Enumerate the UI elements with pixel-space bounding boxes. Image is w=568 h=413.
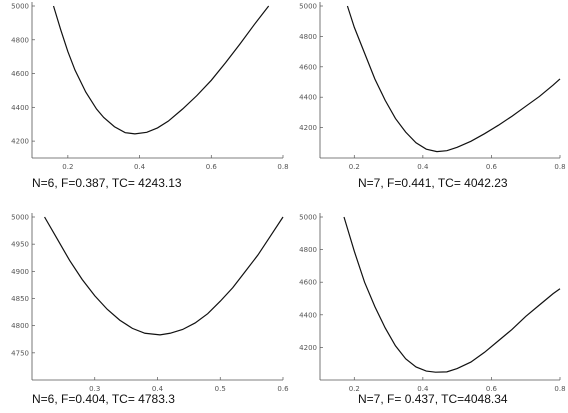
x-tick-label: 0.2 [62, 163, 73, 171]
y-tick-label: 5000 [11, 3, 29, 11]
y-tick-label: 4850 [11, 295, 29, 303]
x-tick-label: 0.4 [134, 163, 146, 171]
y-tick-label: 4800 [299, 246, 317, 254]
chart-panel-2: 0.2 0.4 0.6 0.8 4200 4400 4600 4800 5000 N=7, F=0… [299, 2, 566, 190]
x-tick-label: 0.6 [486, 385, 498, 393]
y-tick-label: 4200 [11, 138, 29, 146]
chart-panel-4: 0.2 0.4 0.6 0.8 4200 4400 4600 4800 5000 N=7, F= … [299, 213, 566, 406]
y-tick-label: 4800 [299, 33, 317, 41]
x-tick-label: 0.2 [349, 385, 360, 393]
y-tick-label: 4750 [11, 349, 29, 357]
y-tick-label: 4600 [11, 70, 29, 78]
series-line-1 [346, 5, 561, 153]
x-tick-label: 0.4 [417, 163, 429, 171]
chart-caption: N=7, F= 0.437, TC=4048.34 [358, 392, 508, 406]
y-tick-label: 4400 [299, 311, 317, 319]
x-tick-label: 0.8 [554, 385, 565, 393]
y-tick-label: 4600 [299, 279, 317, 287]
x-tick-label: 0.6 [277, 385, 289, 393]
y-tick-label: 4200 [299, 344, 317, 352]
y-tick-label: 4950 [11, 241, 29, 249]
y-tick-label: 5000 [299, 214, 317, 222]
y-tick-label: 4400 [11, 104, 29, 112]
x-tick-label: 0.4 [152, 385, 164, 393]
chart-caption: N=6, F=0.387, TC= 4243.13 [32, 176, 182, 190]
chart-panel-3: 0.3 0.4 0.5 0.6 4750 4800 4850 4900 4950 5000 N=6,… [11, 213, 289, 406]
y-tick-label: 4800 [11, 322, 29, 330]
chart-caption: N=7, F=0.441, TC= 4042.23 [358, 176, 508, 190]
y-tick-label: 5000 [11, 214, 29, 222]
x-tick-label: 0.2 [349, 163, 360, 171]
y-tick-label: 5000 [299, 3, 317, 11]
x-tick-label: 0.8 [277, 163, 288, 171]
chart-caption: N=6, F=0.404, TC= 4783.3 [32, 392, 175, 406]
series-line-1 [52, 5, 270, 135]
x-tick-label: 0.6 [206, 163, 218, 171]
y-tick-label: 4400 [299, 94, 317, 102]
y-tick-label: 4600 [299, 63, 317, 71]
series-line-1 [343, 216, 561, 373]
chart-panel-1: 0.2 0.4 0.6 0.8 4200 4400 4600 4800 5000 N=6, F=0… [11, 2, 289, 190]
x-tick-label: 0.5 [215, 385, 226, 393]
y-tick-label: 4200 [299, 124, 317, 132]
x-tick-label: 0.4 [417, 385, 429, 393]
x-tick-label: 0.3 [89, 385, 100, 393]
x-tick-label: 0.6 [486, 163, 498, 171]
x-tick-label: 0.8 [554, 163, 565, 171]
series-line-1 [44, 216, 284, 336]
y-tick-label: 4900 [11, 268, 29, 276]
y-tick-label: 4800 [11, 36, 29, 44]
